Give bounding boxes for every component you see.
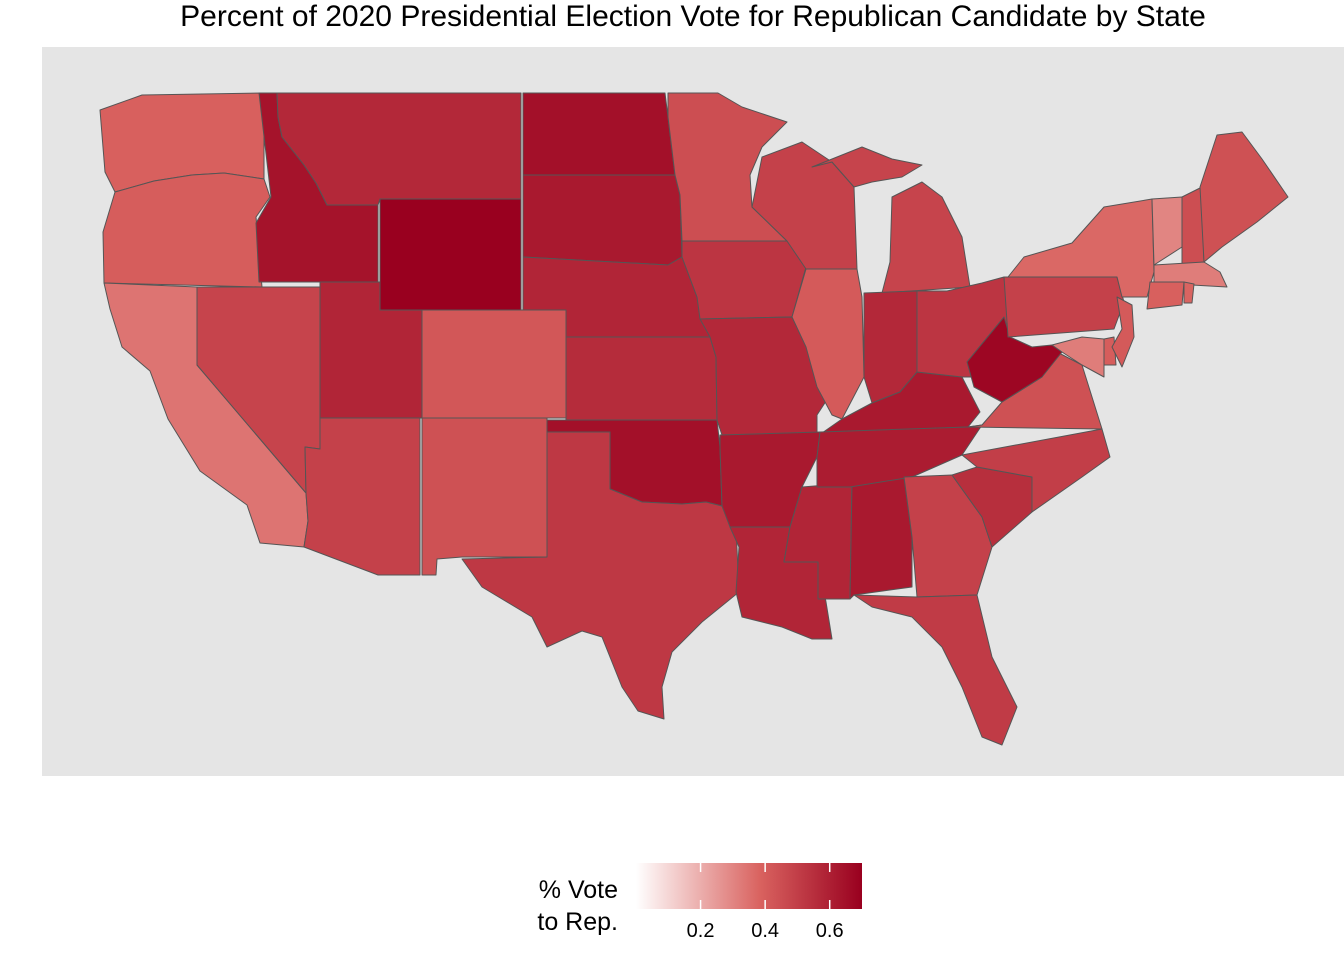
page-title: Percent of 2020 Presidential Election Vo… [180,0,1206,33]
map-panel [42,47,1344,776]
state-sd [522,174,683,266]
state-nd [522,92,676,176]
legend-tick-labels: 0.2 0.4 0.6 [636,920,862,950]
legend-title: % Vote to Rep. [498,874,618,938]
state-al [849,476,913,600]
state-az [303,417,421,576]
state-wv [966,316,1063,403]
state-or [102,172,271,288]
legend-tick-label: 0.2 [686,920,715,942]
state-nm [421,417,548,576]
legend-tick-label: 0.6 [815,920,844,942]
state-wy [379,198,522,311]
state-pa [1003,276,1125,338]
state-mt [276,92,522,206]
legend-title-line1: % Vote [538,876,618,904]
us-map [99,92,1289,746]
state-me [1199,131,1289,263]
state-il [791,268,865,420]
state-de [1103,336,1117,366]
state-nc [961,428,1111,513]
legend-title-line2: to Rep. [537,908,618,936]
legend-tick-label: 0.4 [751,920,780,942]
state-ia [681,240,807,320]
state-md [1051,336,1105,378]
state-fl [853,594,1018,746]
state-tx [461,431,740,720]
state-ct [1146,281,1185,310]
state-co [421,309,567,419]
state-nj [1111,296,1135,368]
state-ri [1183,281,1195,304]
state-vt [1151,196,1183,266]
state-ks [565,336,718,421]
state-mi [811,146,971,294]
legend-colorbar [636,863,862,909]
legend-gradient-bar [636,863,862,909]
